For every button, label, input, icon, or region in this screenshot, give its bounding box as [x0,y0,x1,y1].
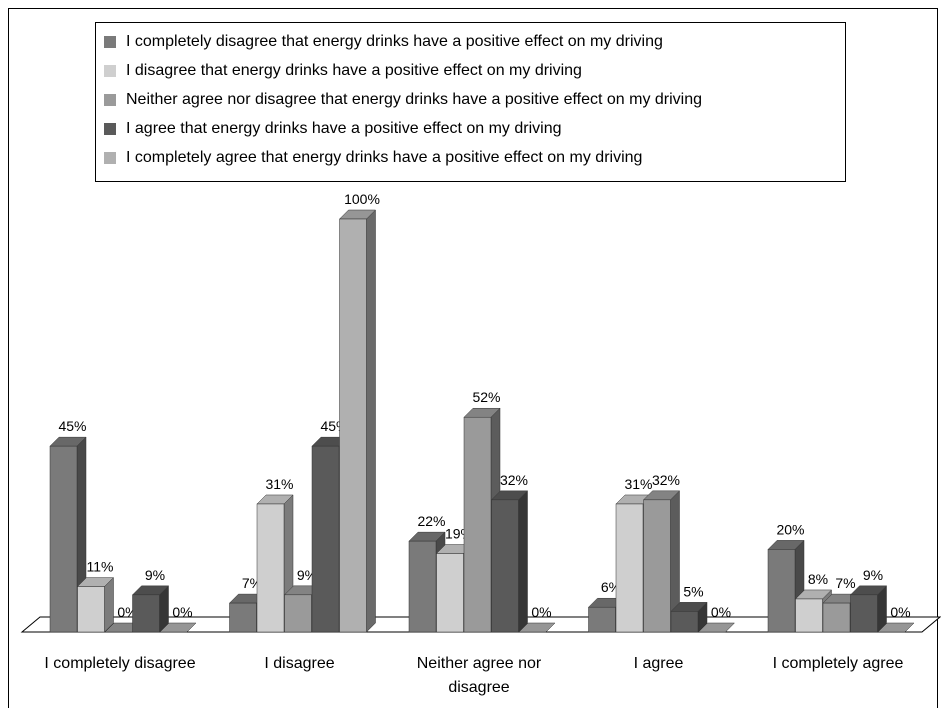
bar-3d [159,622,197,633]
bar [408,540,437,633]
legend-label: I disagree that energy drinks have a pos… [126,62,582,79]
bar [850,594,878,633]
data-label: 0% [711,604,731,620]
bar [588,606,616,633]
bar [795,598,823,633]
bar [615,503,644,633]
bar [229,602,257,633]
bar-3d [338,209,377,633]
bar-top [159,622,197,633]
data-label: 0% [172,604,192,620]
legend-label: Neither agree nor disagree that energy d… [126,91,702,108]
bar-side [518,490,528,633]
data-label: 5% [683,583,703,599]
data-label: 9% [863,567,883,583]
bar-3d [767,539,805,633]
data-label: 11% [87,559,114,575]
bar-3d [490,490,529,633]
bar [643,499,671,633]
x-tick-label: Neither agree nor disagree [416,655,542,696]
frame [8,8,938,708]
data-label: 45% [58,418,86,434]
legend-swatch [104,65,116,77]
legend-swatch [104,123,116,135]
bar [822,602,851,633]
bar [463,416,492,633]
bar [284,594,312,633]
data-label: 20% [776,521,804,537]
data-label: 52% [472,389,500,405]
bar [436,553,464,633]
data-label: 32% [652,472,680,488]
legend-swatch [104,36,116,48]
x-tick-label: I completely disagree [44,655,196,672]
x-tick-label: I disagree [264,655,335,672]
bar [670,611,699,633]
bar [49,445,78,633]
bar-3d [849,585,888,633]
bar-3d [877,622,915,633]
x-tick-label: I completely agree [772,655,904,672]
bar-3d [670,601,708,633]
bar-3d [131,585,170,633]
bar-3d [76,576,115,633]
data-label: 8% [808,571,828,587]
legend-label: I completely agree that energy drinks ha… [126,149,642,166]
bar [256,503,285,633]
legend-label: I completely disagree that energy drinks… [126,33,663,50]
legend-label: I agree that energy drinks have a positi… [126,120,562,137]
legend-swatch [104,152,116,164]
legend-swatch [104,94,116,106]
data-label: 0% [890,604,910,620]
data-label: 22% [417,513,445,529]
bar-3d [49,436,87,633]
bar-top [697,622,736,633]
x-tick-label: I agree [633,655,684,672]
bar [491,499,519,633]
bar-3d [697,622,736,633]
data-label: 32% [500,472,528,488]
data-label: 9% [145,567,165,583]
data-label: 100% [344,191,380,207]
bar [311,445,340,633]
bar-side [104,576,114,633]
data-label: 31% [265,476,293,492]
data-label: 7% [835,575,855,591]
bar [77,586,105,633]
bar-top [877,622,915,633]
legend-box [95,22,846,182]
bar-top [518,622,556,633]
bar-side [366,209,376,633]
bar [132,594,160,633]
data-label: 0% [531,604,551,620]
bar-3d [518,622,556,633]
bar [339,218,367,633]
bar-3d [642,490,681,633]
data-label: 31% [624,476,652,492]
bar [767,549,796,633]
